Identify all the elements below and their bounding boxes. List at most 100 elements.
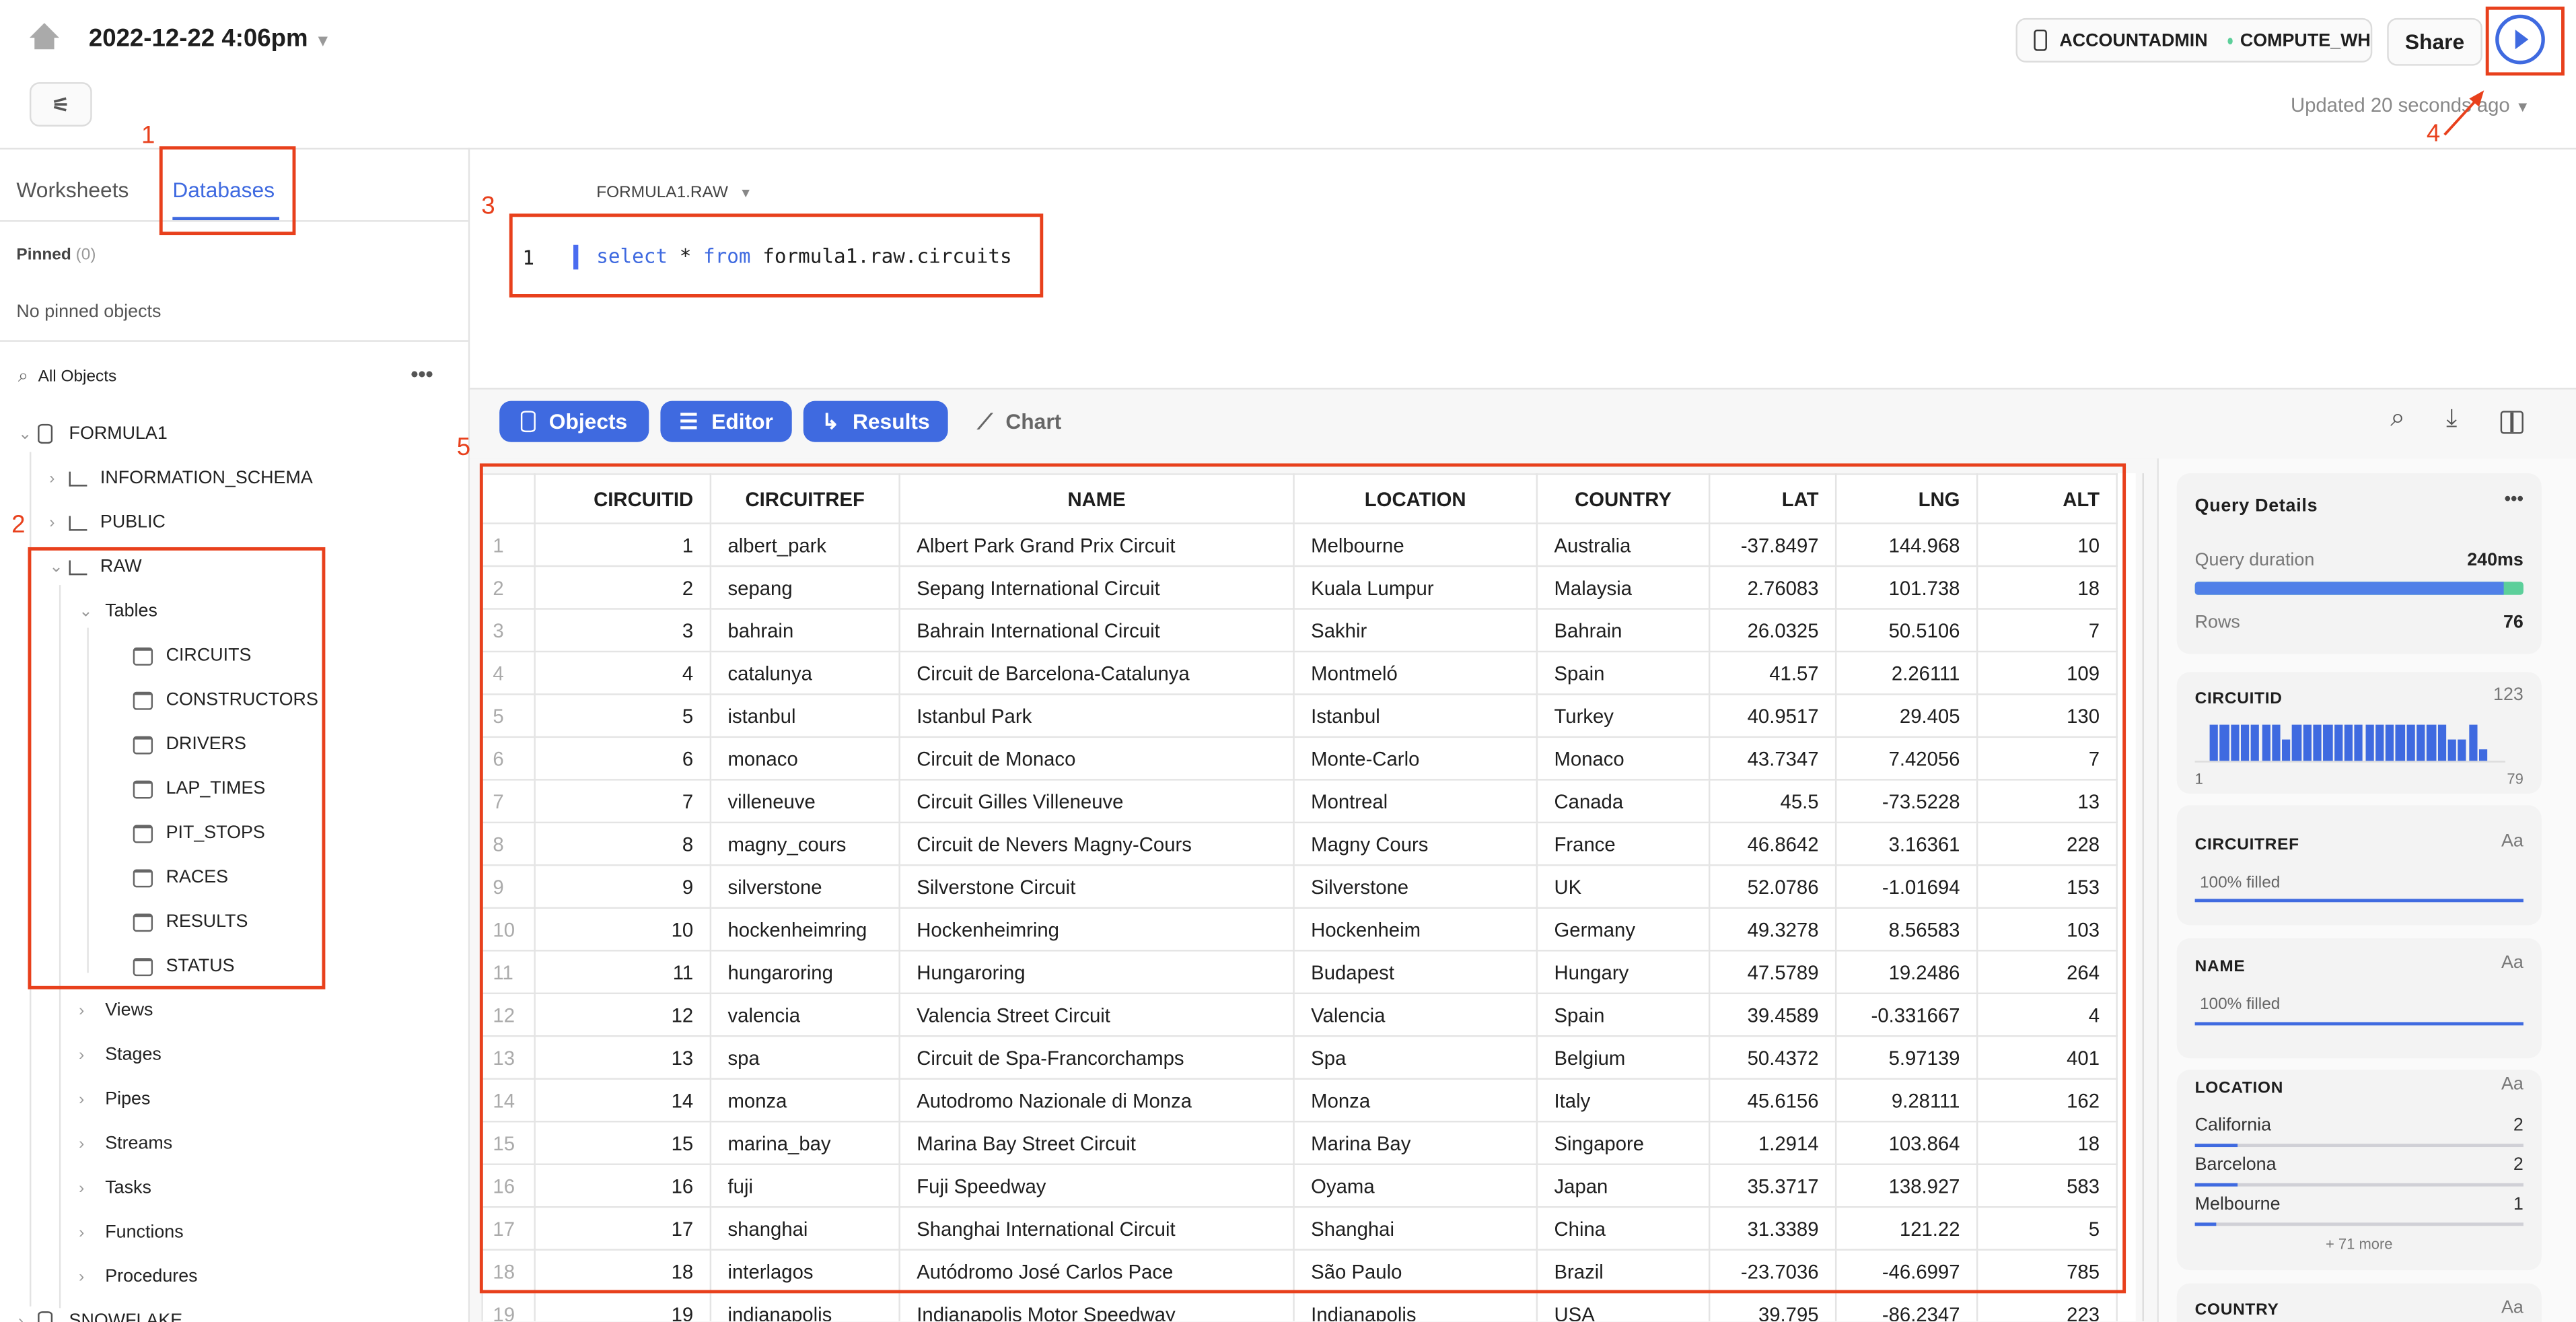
cell-lng[interactable]: 101.738 xyxy=(1834,565,1978,610)
cell-alt[interactable]: 785 xyxy=(1976,1249,2118,1294)
cell-lat[interactable]: 49.3278 xyxy=(1708,907,1837,952)
cell-circuitref[interactable]: monza xyxy=(709,1078,900,1123)
histogram-bar[interactable] xyxy=(2417,724,2426,761)
cell-country[interactable]: USA xyxy=(1536,1291,1711,1321)
column-header-country[interactable]: COUNTRY xyxy=(1536,473,1711,524)
cell-country[interactable]: Italy xyxy=(1536,1078,1711,1123)
column-card-circuitref[interactable]: CIRCUITREF Aa 100% filled xyxy=(2176,805,2542,926)
cell-lng[interactable]: -46.6997 xyxy=(1834,1249,1978,1294)
cell-alt[interactable]: 223 xyxy=(1976,1291,2118,1321)
cell-country[interactable]: Monaco xyxy=(1536,736,1711,781)
cell-circuitref[interactable]: catalunya xyxy=(709,650,900,695)
chevron-down-icon[interactable]: ⌄ xyxy=(17,425,32,443)
cell-country[interactable]: Singapore xyxy=(1536,1120,1711,1165)
chart-button[interactable]: ⟋ Chart xyxy=(978,409,1062,436)
cell-country[interactable]: France xyxy=(1536,821,1711,866)
cell-alt[interactable]: 7 xyxy=(1976,608,2118,653)
cell-name[interactable]: Autódromo José Carlos Pace xyxy=(898,1249,1295,1294)
cell-country[interactable]: Brazil xyxy=(1536,1249,1711,1294)
histogram-bar[interactable] xyxy=(2271,724,2281,761)
column-header-lat[interactable]: LAT xyxy=(1708,473,1837,524)
share-button[interactable]: Share xyxy=(2387,18,2482,66)
chevron-right-icon[interactable]: › xyxy=(49,468,55,487)
filter-settings-button[interactable]: ⚟ xyxy=(29,82,92,127)
table-row[interactable]: 1 1 albert_park Albert Park Grand Prix Circ… xyxy=(481,522,2118,567)
home-icon[interactable] xyxy=(28,22,61,51)
cell-alt[interactable]: 4 xyxy=(1976,992,2118,1037)
updated-status[interactable]: Updated 20 seconds ago ▼ xyxy=(2290,94,2530,117)
tree-item-results[interactable]: RESULTS xyxy=(133,907,248,937)
cell-lng[interactable]: 103.864 xyxy=(1834,1120,1978,1165)
tree-item-pipes[interactable]: › Pipes xyxy=(79,1084,150,1114)
cell-lat[interactable]: 40.9517 xyxy=(1708,693,1837,738)
table-row[interactable]: 10 10 hockenheimring Hockenheimring Hockenhe… xyxy=(481,907,2118,952)
table-row[interactable]: 3 3 bahrain Bahrain International Circuit Sa… xyxy=(481,608,2118,653)
histogram-bar[interactable] xyxy=(2354,724,2363,761)
cell-circuitid[interactable]: 15 xyxy=(534,1120,712,1165)
cell-country[interactable]: China xyxy=(1536,1206,1711,1251)
chevron-right-icon[interactable]: › xyxy=(79,1090,85,1109)
cell-lat[interactable]: 50.4372 xyxy=(1708,1035,1837,1080)
cell-name[interactable]: Indianapolis Motor Speedway xyxy=(898,1291,1295,1321)
more-options-icon[interactable]: ••• xyxy=(410,361,433,386)
cell-lng[interactable]: 144.968 xyxy=(1834,522,1978,567)
cell-country[interactable]: Spain xyxy=(1536,650,1711,695)
cell-country[interactable]: Turkey xyxy=(1536,693,1711,738)
cell-alt[interactable]: 401 xyxy=(1976,1035,2118,1080)
cell-circuitid[interactable]: 4 xyxy=(534,650,712,695)
cell-location[interactable]: Kuala Lumpur xyxy=(1293,565,1538,610)
cell-country[interactable]: Bahrain xyxy=(1536,608,1711,653)
cell-circuitref[interactable]: indianapolis xyxy=(709,1291,900,1321)
tree-item-circuits[interactable]: CIRCUITS xyxy=(133,641,251,670)
histogram-bar[interactable] xyxy=(2386,724,2394,761)
tab-worksheets[interactable]: Worksheets xyxy=(16,177,129,203)
column-header-name[interactable]: NAME xyxy=(898,473,1295,524)
cell-circuitref[interactable]: villeneuve xyxy=(709,779,900,824)
run-button[interactable] xyxy=(2494,13,2546,66)
column-header-circuitid[interactable]: CIRCUITID xyxy=(534,473,712,524)
cell-lat[interactable]: 31.3389 xyxy=(1708,1206,1837,1251)
cell-circuitid[interactable]: 13 xyxy=(534,1035,712,1080)
cell-location[interactable]: Montreal xyxy=(1293,779,1538,824)
cell-name[interactable]: Sepang International Circuit xyxy=(898,565,1295,610)
cell-circuitid[interactable]: 18 xyxy=(534,1249,712,1294)
column-card-circuitid[interactable]: CIRCUITID 123 1 79 xyxy=(2176,672,2542,794)
table-row[interactable]: 19 19 indianapolis Indianapolis Motor Speed… xyxy=(481,1291,2118,1321)
cell-lat[interactable]: 26.0325 xyxy=(1708,608,1837,653)
histogram-bar[interactable] xyxy=(2344,724,2353,761)
histogram-bar[interactable] xyxy=(2240,724,2250,761)
cell-lng[interactable]: -73.5228 xyxy=(1834,779,1978,824)
cell-lng[interactable]: 138.927 xyxy=(1834,1163,1978,1208)
table-row[interactable]: 18 18 interlagos Autódromo José Carlos Pace… xyxy=(481,1249,2118,1294)
cell-country[interactable]: UK xyxy=(1536,864,1711,909)
cell-lat[interactable]: 43.7347 xyxy=(1708,736,1837,781)
cell-alt[interactable]: 162 xyxy=(1976,1078,2118,1123)
cell-location[interactable]: Magny Cours xyxy=(1293,821,1538,866)
column-header-lng[interactable]: LNG xyxy=(1834,473,1978,524)
cell-alt[interactable]: 18 xyxy=(1976,1120,2118,1165)
cell-lat[interactable]: 39.795 xyxy=(1708,1291,1837,1321)
cell-location[interactable]: Monza xyxy=(1293,1078,1538,1123)
chevron-down-icon[interactable]: ⌄ xyxy=(49,557,63,576)
more-options-icon[interactable]: ••• xyxy=(2504,489,2524,510)
cell-lng[interactable]: 2.26111 xyxy=(1834,650,1978,695)
cell-circuitid[interactable]: 14 xyxy=(534,1078,712,1123)
histogram-bar[interactable] xyxy=(2375,724,2384,761)
cell-location[interactable]: Monte-Carlo xyxy=(1293,736,1538,781)
cell-location[interactable]: Budapest xyxy=(1293,950,1538,995)
cell-lat[interactable]: 39.4589 xyxy=(1708,992,1837,1037)
tree-item-snowflake[interactable]: › SNOWFLAKE xyxy=(18,1307,182,1322)
column-header-circuitref[interactable]: CIRCUITREF xyxy=(709,473,900,524)
tree-item-races[interactable]: RACES xyxy=(133,863,228,893)
cell-location[interactable]: Silverstone xyxy=(1293,864,1538,909)
histogram-bar[interactable] xyxy=(2427,724,2436,761)
histogram-bar[interactable] xyxy=(2406,724,2415,761)
cell-circuitid[interactable]: 16 xyxy=(534,1163,712,1208)
cell-circuitref[interactable]: istanbul xyxy=(709,693,900,738)
table-row[interactable]: 8 8 magny_cours Circuit de Nevers Magny-Cou… xyxy=(481,821,2118,866)
table-row[interactable]: 15 15 marina_bay Marina Bay Street Circuit M… xyxy=(481,1120,2118,1165)
histogram-bar[interactable] xyxy=(2468,724,2478,761)
histogram-bar[interactable] xyxy=(2261,724,2270,761)
histogram-bar[interactable] xyxy=(2292,724,2301,761)
cell-name[interactable]: Bahrain International Circuit xyxy=(898,608,1295,653)
